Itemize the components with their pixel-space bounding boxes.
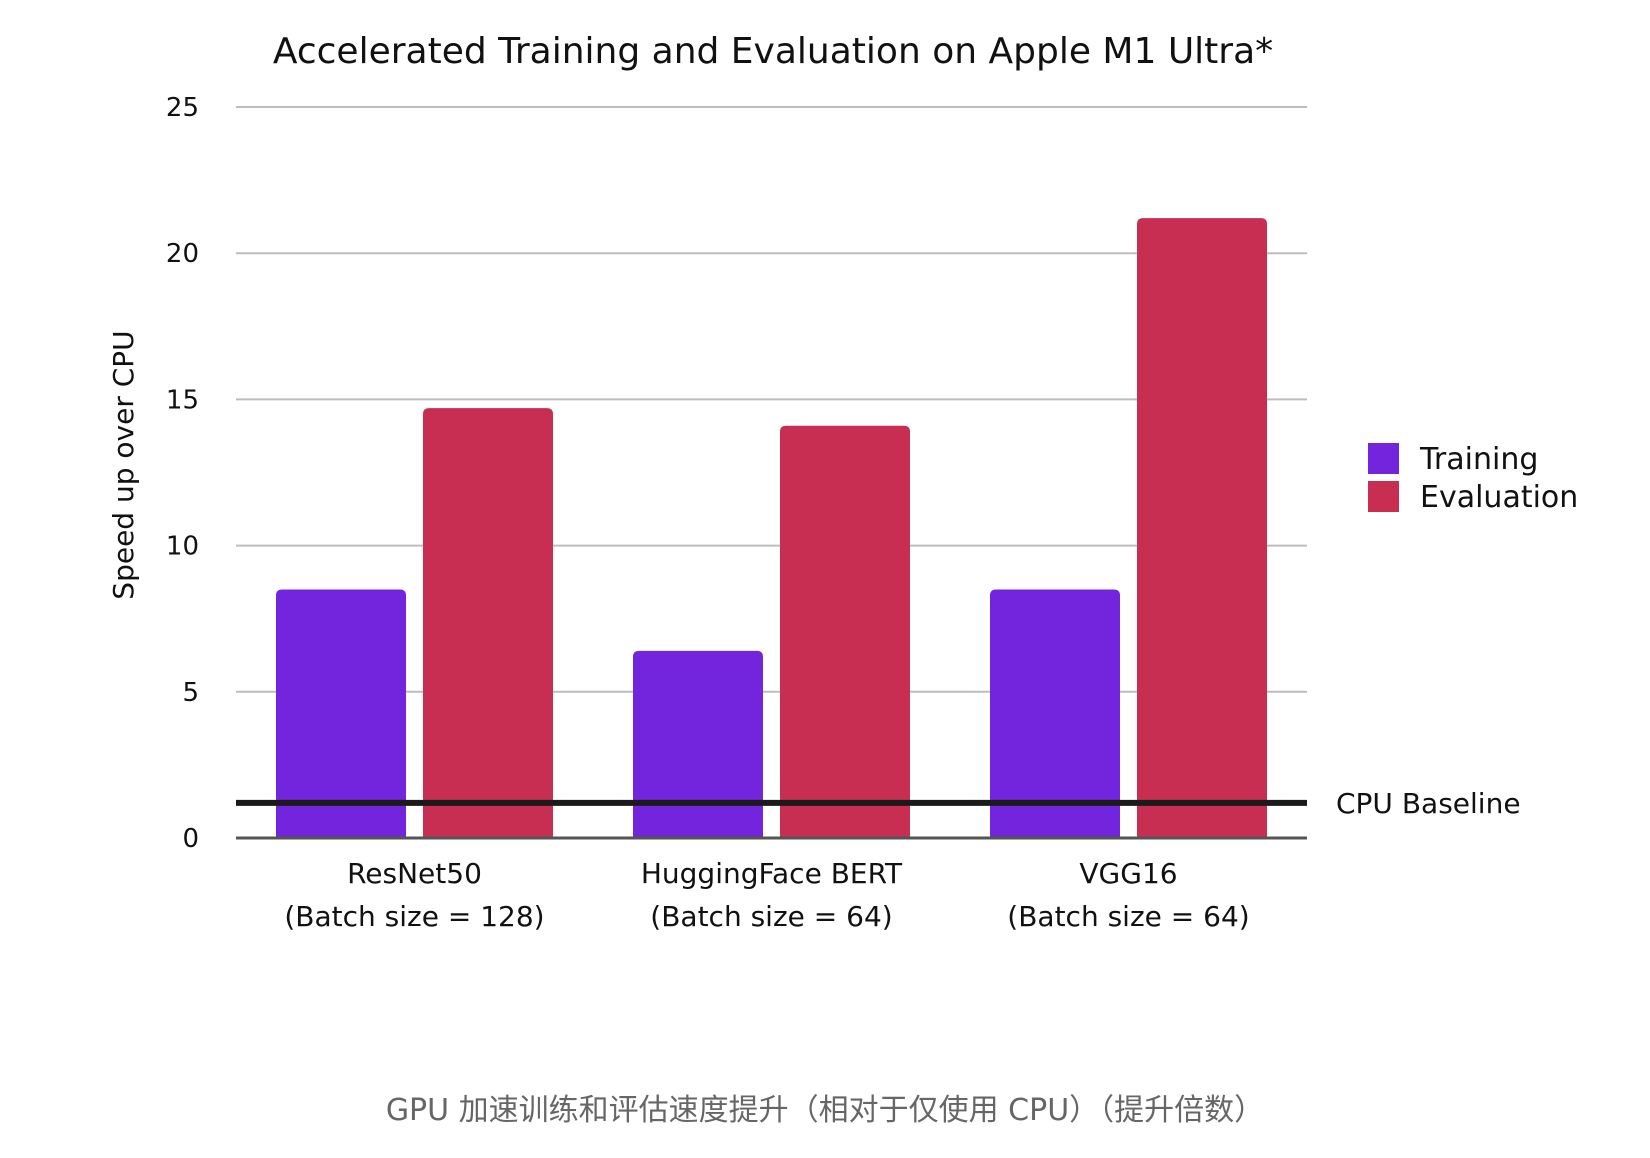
y-tick-label: 20 [166, 239, 199, 269]
category-sublabel: (Batch size = 128) [284, 900, 544, 933]
category-sublabel: (Batch size = 64) [1007, 900, 1249, 933]
x-axis-categories: ResNet50 (Batch size = 128) HuggingFace BE… [284, 857, 1249, 933]
bar-training-1 [633, 650, 763, 838]
y-axis-label: Speed up over CPU [107, 330, 140, 599]
y-tick-label: 25 [166, 93, 199, 123]
bar-evaluation-0 [423, 408, 553, 838]
chart: Accelerated Training and Evaluation on A… [107, 31, 1578, 933]
bar-training-0 [276, 589, 406, 838]
y-tick-label: 5 [182, 678, 199, 708]
y-tick-label: 15 [166, 385, 199, 415]
legend-label-evaluation: Evaluation [1420, 480, 1578, 515]
bar-evaluation-2 [1137, 218, 1267, 838]
category-label: HuggingFace BERT [641, 857, 903, 890]
cpu-baseline-label: CPU Baseline [1336, 787, 1521, 820]
bar-training-2 [990, 589, 1120, 838]
category-label: VGG16 [1079, 857, 1177, 890]
cpu-baseline: CPU Baseline [236, 787, 1521, 820]
legend-swatch-training [1368, 443, 1399, 474]
category-sublabel: (Batch size = 64) [650, 900, 892, 933]
legend-swatch-evaluation [1368, 481, 1399, 512]
y-tick-label: 10 [166, 532, 199, 562]
chart-title: Accelerated Training and Evaluation on A… [273, 31, 1273, 72]
bars [276, 218, 1267, 838]
bar-evaluation-1 [780, 425, 910, 838]
grid-lines [236, 106, 1307, 693]
category-label: ResNet50 [347, 857, 482, 890]
y-axis-ticks: 0 5 10 15 20 25 [166, 93, 199, 854]
legend-label-training: Training [1419, 442, 1538, 477]
y-tick-label: 0 [182, 824, 199, 854]
caption: GPU 加速训练和评估速度提升（相对于仅使用 CPU）（提升倍数） [385, 1093, 1265, 1128]
